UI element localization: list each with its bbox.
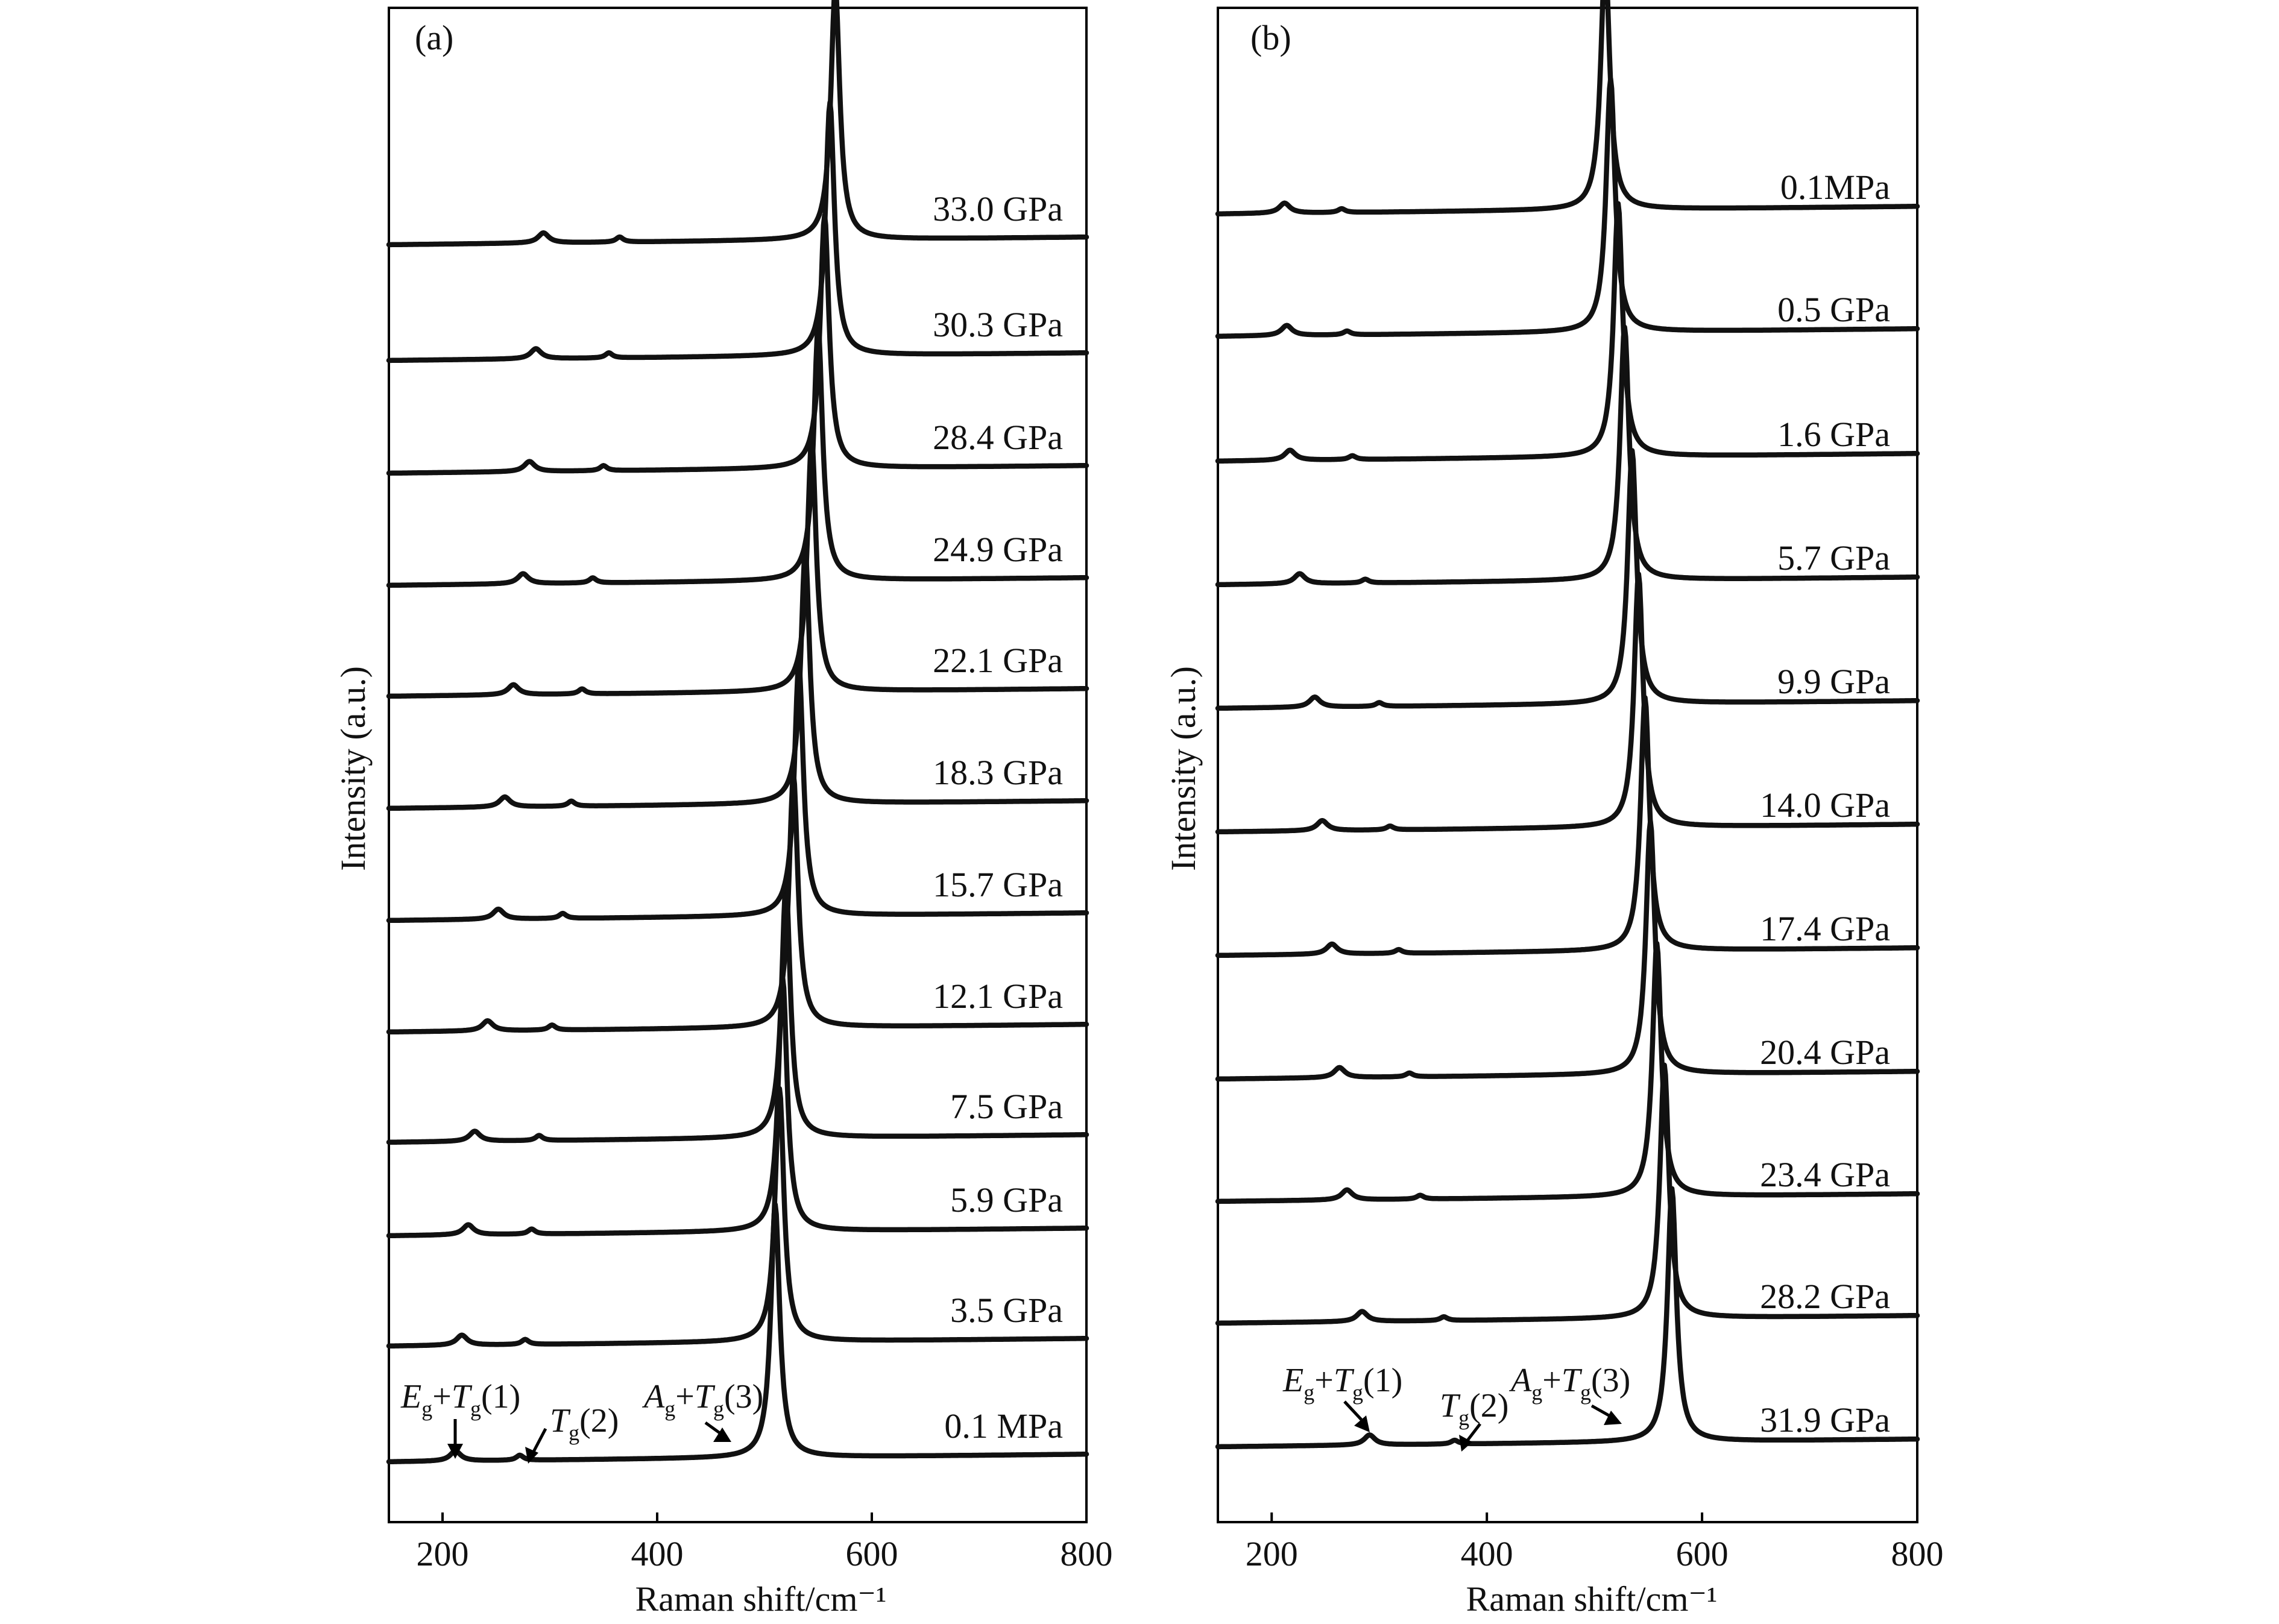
- pressure-label: 3.5 GPa: [950, 1291, 1063, 1330]
- spectrum-line: [386, 436, 1089, 699]
- panel-b-annotation-eg-tg1: Eg+Tg(1): [1282, 1362, 1402, 1432]
- panel-b-y-axis-label: Intensity (a.u.): [1164, 666, 1203, 871]
- panel-a-frame: [388, 7, 1088, 1523]
- spectrum-line: [1215, 818, 1920, 1082]
- pressure-label: 5.7 GPa: [1777, 538, 1890, 578]
- panel-a-arrowhead-2: [525, 1447, 538, 1464]
- spectrum-line: [386, 1201, 1089, 1465]
- pressure-label: 30.3 GPa: [933, 305, 1063, 344]
- x-tick-label: 400: [1461, 1534, 1513, 1573]
- pressure-label: 14.0 GPa: [1760, 785, 1890, 825]
- spectrum-line: [386, 660, 1089, 924]
- panel-b-x-ticks: 200 400 600 800: [1246, 1512, 1944, 1573]
- pressure-label: 22.1 GPa: [933, 641, 1063, 680]
- panel-b-arrow-1: [1343, 1400, 1363, 1421]
- pressure-label: 9.9 GPa: [1777, 662, 1890, 701]
- panel-a: (a) Intensity (a.u.) Raman shift/cm⁻¹ 20…: [333, 0, 1113, 1619]
- spectrum-line: [1215, 0, 1920, 217]
- panel-a-annotation-ag-tg3: Ag+Tg(3): [641, 1378, 763, 1442]
- panel-a-x-ticks: 200 400 600 800: [417, 1512, 1113, 1573]
- panel-a-arrowhead-3: [713, 1427, 731, 1442]
- x-tick-label: 200: [1246, 1534, 1298, 1573]
- panel-a-arrowhead-1: [447, 1444, 463, 1459]
- spectrum-line: [386, 1086, 1089, 1349]
- svg-text:Eg+Tg(1): Eg+Tg(1): [1282, 1362, 1402, 1405]
- panel-b-annotation-tg2: Tg(2): [1440, 1387, 1508, 1452]
- pressure-label: 20.4 GPa: [1760, 1033, 1890, 1072]
- panel-b-pressure-labels: 31.9 GPa 28.2 GPa 23.4 GPa 20.4 GPa 17.4 GPa…: [1760, 168, 1890, 1440]
- spectrum-line: [1215, 940, 1920, 1204]
- svg-text:Ag+Tg(3): Ag+Tg(3): [641, 1378, 763, 1421]
- pressure-label: 18.3 GPa: [933, 753, 1063, 792]
- panel-a-pressure-labels: 0.1 MPa 3.5 GPa 5.9 GPa 7.5 GPa 12.1 GPa 15.7…: [933, 189, 1063, 1446]
- panel-a-arrow-2: [531, 1427, 547, 1455]
- pressure-label: 0.5 GPa: [1777, 290, 1890, 329]
- spectrum-line: [1215, 324, 1920, 588]
- panel-b-arrowhead-2: [1459, 1435, 1472, 1452]
- pressure-label: 28.2 GPa: [1760, 1277, 1890, 1316]
- panel-b-arrow-3: [1590, 1404, 1612, 1418]
- pressure-label: 17.4 GPa: [1760, 909, 1890, 948]
- x-tick-label: 600: [1676, 1534, 1729, 1573]
- svg-text:Ag+Tg(3): Ag+Tg(3): [1508, 1362, 1630, 1405]
- panel-a-label: (a): [415, 18, 453, 57]
- pressure-label: 7.5 GPa: [950, 1087, 1063, 1126]
- panel-b-arrow-2: [1465, 1423, 1481, 1443]
- spectrum-line: [386, 212, 1089, 476]
- panel-a-annotation-eg-tg1: Eg+Tg(1): [400, 1378, 520, 1459]
- panel-b-arrowhead-1: [1354, 1415, 1370, 1432]
- spectrum-line: [386, 99, 1089, 364]
- pressure-label: 1.6 GPa: [1777, 415, 1890, 454]
- pressure-label: 33.0 GPa: [933, 189, 1063, 228]
- spectrum-line: [1215, 571, 1920, 835]
- spectrum-line: [386, 0, 1089, 248]
- panel-b-frame: [1217, 7, 1918, 1523]
- pressure-label: 23.4 GPa: [1760, 1155, 1890, 1194]
- panel-b-spectra: [1215, 0, 1920, 1450]
- spectrum-line: [1215, 201, 1920, 464]
- x-tick-label: 400: [631, 1534, 684, 1573]
- pressure-label: 0.1MPa: [1780, 168, 1890, 207]
- svg-text:Tg(2): Tg(2): [550, 1402, 619, 1445]
- pressure-label: 24.9 GPa: [933, 530, 1063, 569]
- spectrum-line: [386, 548, 1089, 811]
- x-tick-label: 800: [1891, 1534, 1944, 1573]
- spectrum-line: [1215, 76, 1920, 339]
- x-tick-label: 800: [1061, 1534, 1113, 1573]
- spectrum-line: [386, 772, 1089, 1035]
- panel-a-y-axis-label: Intensity (a.u.): [333, 666, 373, 871]
- panel-a-arrow-3: [704, 1421, 722, 1435]
- spectrum-line: [386, 882, 1089, 1145]
- spectrum-line: [1215, 695, 1920, 958]
- spectrum-line: [1215, 448, 1920, 711]
- panel-b-arrowhead-3: [1604, 1411, 1622, 1425]
- spectrum-line: [1215, 1062, 1920, 1326]
- panel-a-spectra: [386, 0, 1089, 1465]
- panel-b-label: (b): [1250, 18, 1291, 57]
- x-tick-label: 200: [417, 1534, 469, 1573]
- panel-b: (b) Intensity (a.u.) Raman shift/cm⁻¹ 20…: [1164, 0, 1944, 1619]
- panel-a-annotation-tg2: Tg(2): [525, 1402, 619, 1464]
- pressure-label: 12.1 GPa: [933, 977, 1063, 1016]
- pressure-label: 5.9 GPa: [950, 1180, 1063, 1220]
- panel-b-x-axis-label: Raman shift/cm⁻¹: [1466, 1579, 1718, 1619]
- panel-b-annotation-ag-tg3: Ag+Tg(3): [1508, 1362, 1630, 1425]
- spectrum-line: [1215, 1186, 1920, 1450]
- panel-a-x-axis-label: Raman shift/cm⁻¹: [635, 1579, 887, 1619]
- svg-text:Eg+Tg(1): Eg+Tg(1): [400, 1378, 520, 1421]
- x-tick-label: 600: [846, 1534, 898, 1573]
- svg-text:Tg(2): Tg(2): [1440, 1387, 1508, 1430]
- pressure-label: 31.9 GPa: [1760, 1400, 1890, 1440]
- spectrum-line: [386, 324, 1089, 588]
- pressure-label: 0.1 MPa: [944, 1406, 1063, 1446]
- pressure-label: 28.4 GPa: [933, 418, 1063, 457]
- spectrum-line: [386, 975, 1089, 1239]
- pressure-label: 15.7 GPa: [933, 865, 1063, 904]
